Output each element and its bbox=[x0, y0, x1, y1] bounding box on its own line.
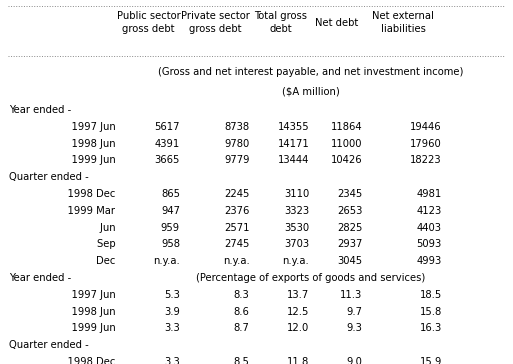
Text: 1998 Dec: 1998 Dec bbox=[55, 357, 115, 364]
Text: 19446: 19446 bbox=[410, 122, 442, 132]
Text: Year ended -: Year ended - bbox=[9, 273, 71, 283]
Text: 11864: 11864 bbox=[331, 122, 362, 132]
Text: n.y.a.: n.y.a. bbox=[283, 256, 309, 266]
Text: 14355: 14355 bbox=[278, 122, 309, 132]
Text: Quarter ended -: Quarter ended - bbox=[9, 172, 89, 182]
Text: 11.3: 11.3 bbox=[340, 290, 362, 300]
Text: 4993: 4993 bbox=[417, 256, 442, 266]
Text: n.y.a.: n.y.a. bbox=[223, 256, 249, 266]
Text: 8.6: 8.6 bbox=[233, 306, 249, 317]
Text: 9779: 9779 bbox=[224, 155, 249, 165]
Text: 1997 Jun: 1997 Jun bbox=[58, 122, 115, 132]
Text: 3323: 3323 bbox=[284, 206, 309, 216]
Text: 1999 Mar: 1999 Mar bbox=[55, 206, 115, 216]
Text: 2745: 2745 bbox=[224, 240, 249, 249]
Text: 2571: 2571 bbox=[224, 223, 249, 233]
Text: 8.7: 8.7 bbox=[233, 323, 249, 333]
Text: 16.3: 16.3 bbox=[420, 323, 442, 333]
Text: 2376: 2376 bbox=[224, 206, 249, 216]
Text: 2937: 2937 bbox=[337, 240, 362, 249]
Text: 18223: 18223 bbox=[410, 155, 442, 165]
Text: 3703: 3703 bbox=[284, 240, 309, 249]
Text: Quarter ended -: Quarter ended - bbox=[9, 340, 89, 350]
Text: 15.8: 15.8 bbox=[420, 306, 442, 317]
Text: 4981: 4981 bbox=[417, 189, 442, 199]
Text: 3.3: 3.3 bbox=[164, 357, 180, 364]
Text: (Percentage of exports of goods and services): (Percentage of exports of goods and serv… bbox=[196, 273, 425, 283]
Text: 958: 958 bbox=[161, 240, 180, 249]
Text: 11000: 11000 bbox=[331, 139, 362, 149]
Text: 2825: 2825 bbox=[337, 223, 362, 233]
Text: 12.5: 12.5 bbox=[287, 306, 309, 317]
Text: 8.3: 8.3 bbox=[234, 290, 249, 300]
Text: 5617: 5617 bbox=[154, 122, 180, 132]
Text: 9.3: 9.3 bbox=[346, 323, 362, 333]
Text: Net external
liabilities: Net external liabilities bbox=[372, 11, 434, 34]
Text: 2245: 2245 bbox=[224, 189, 249, 199]
Text: 3.9: 3.9 bbox=[164, 306, 180, 317]
Text: 15.9: 15.9 bbox=[420, 357, 442, 364]
Text: (Gross and net interest payable, and net investment income): (Gross and net interest payable, and net… bbox=[158, 67, 463, 77]
Text: 1999 Jun: 1999 Jun bbox=[58, 155, 115, 165]
Text: 3110: 3110 bbox=[284, 189, 309, 199]
Text: 3.3: 3.3 bbox=[164, 323, 180, 333]
Text: 17960: 17960 bbox=[410, 139, 442, 149]
Text: 2653: 2653 bbox=[337, 206, 362, 216]
Text: 1998 Dec: 1998 Dec bbox=[55, 189, 115, 199]
Text: 959: 959 bbox=[161, 223, 180, 233]
Text: Private sector
gross debt: Private sector gross debt bbox=[181, 11, 250, 34]
Text: 865: 865 bbox=[161, 189, 180, 199]
Text: 12.0: 12.0 bbox=[287, 323, 309, 333]
Text: Total gross
debt: Total gross debt bbox=[254, 11, 307, 34]
Text: 2345: 2345 bbox=[337, 189, 362, 199]
Text: 5093: 5093 bbox=[417, 240, 442, 249]
Text: 8738: 8738 bbox=[224, 122, 249, 132]
Text: 13444: 13444 bbox=[278, 155, 309, 165]
Text: 8.5: 8.5 bbox=[233, 357, 249, 364]
Text: 1997 Jun: 1997 Jun bbox=[58, 290, 115, 300]
Text: Sep: Sep bbox=[72, 240, 115, 249]
Text: 3530: 3530 bbox=[284, 223, 309, 233]
Text: 9.7: 9.7 bbox=[346, 306, 362, 317]
Text: Dec: Dec bbox=[71, 256, 115, 266]
Text: 1998 Jun: 1998 Jun bbox=[58, 306, 115, 317]
Text: Net debt: Net debt bbox=[315, 17, 359, 28]
Text: 5.3: 5.3 bbox=[164, 290, 180, 300]
Text: Jun: Jun bbox=[75, 223, 115, 233]
Text: 9780: 9780 bbox=[224, 139, 249, 149]
Text: 1999 Jun: 1999 Jun bbox=[58, 323, 115, 333]
Text: 3045: 3045 bbox=[337, 256, 362, 266]
Text: 13.7: 13.7 bbox=[287, 290, 309, 300]
Text: 11.8: 11.8 bbox=[287, 357, 309, 364]
Text: n.y.a.: n.y.a. bbox=[153, 256, 180, 266]
Text: 10426: 10426 bbox=[331, 155, 362, 165]
Text: 947: 947 bbox=[161, 206, 180, 216]
Text: 3665: 3665 bbox=[154, 155, 180, 165]
Text: 14171: 14171 bbox=[278, 139, 309, 149]
Text: 9.0: 9.0 bbox=[346, 357, 362, 364]
Text: 4403: 4403 bbox=[417, 223, 442, 233]
Text: Public sector
gross debt: Public sector gross debt bbox=[117, 11, 181, 34]
Text: ($A million): ($A million) bbox=[282, 86, 340, 96]
Text: Year ended -: Year ended - bbox=[9, 105, 71, 115]
Text: 18.5: 18.5 bbox=[420, 290, 442, 300]
Text: 1998 Jun: 1998 Jun bbox=[58, 139, 115, 149]
Text: 4123: 4123 bbox=[417, 206, 442, 216]
Text: 4391: 4391 bbox=[155, 139, 180, 149]
